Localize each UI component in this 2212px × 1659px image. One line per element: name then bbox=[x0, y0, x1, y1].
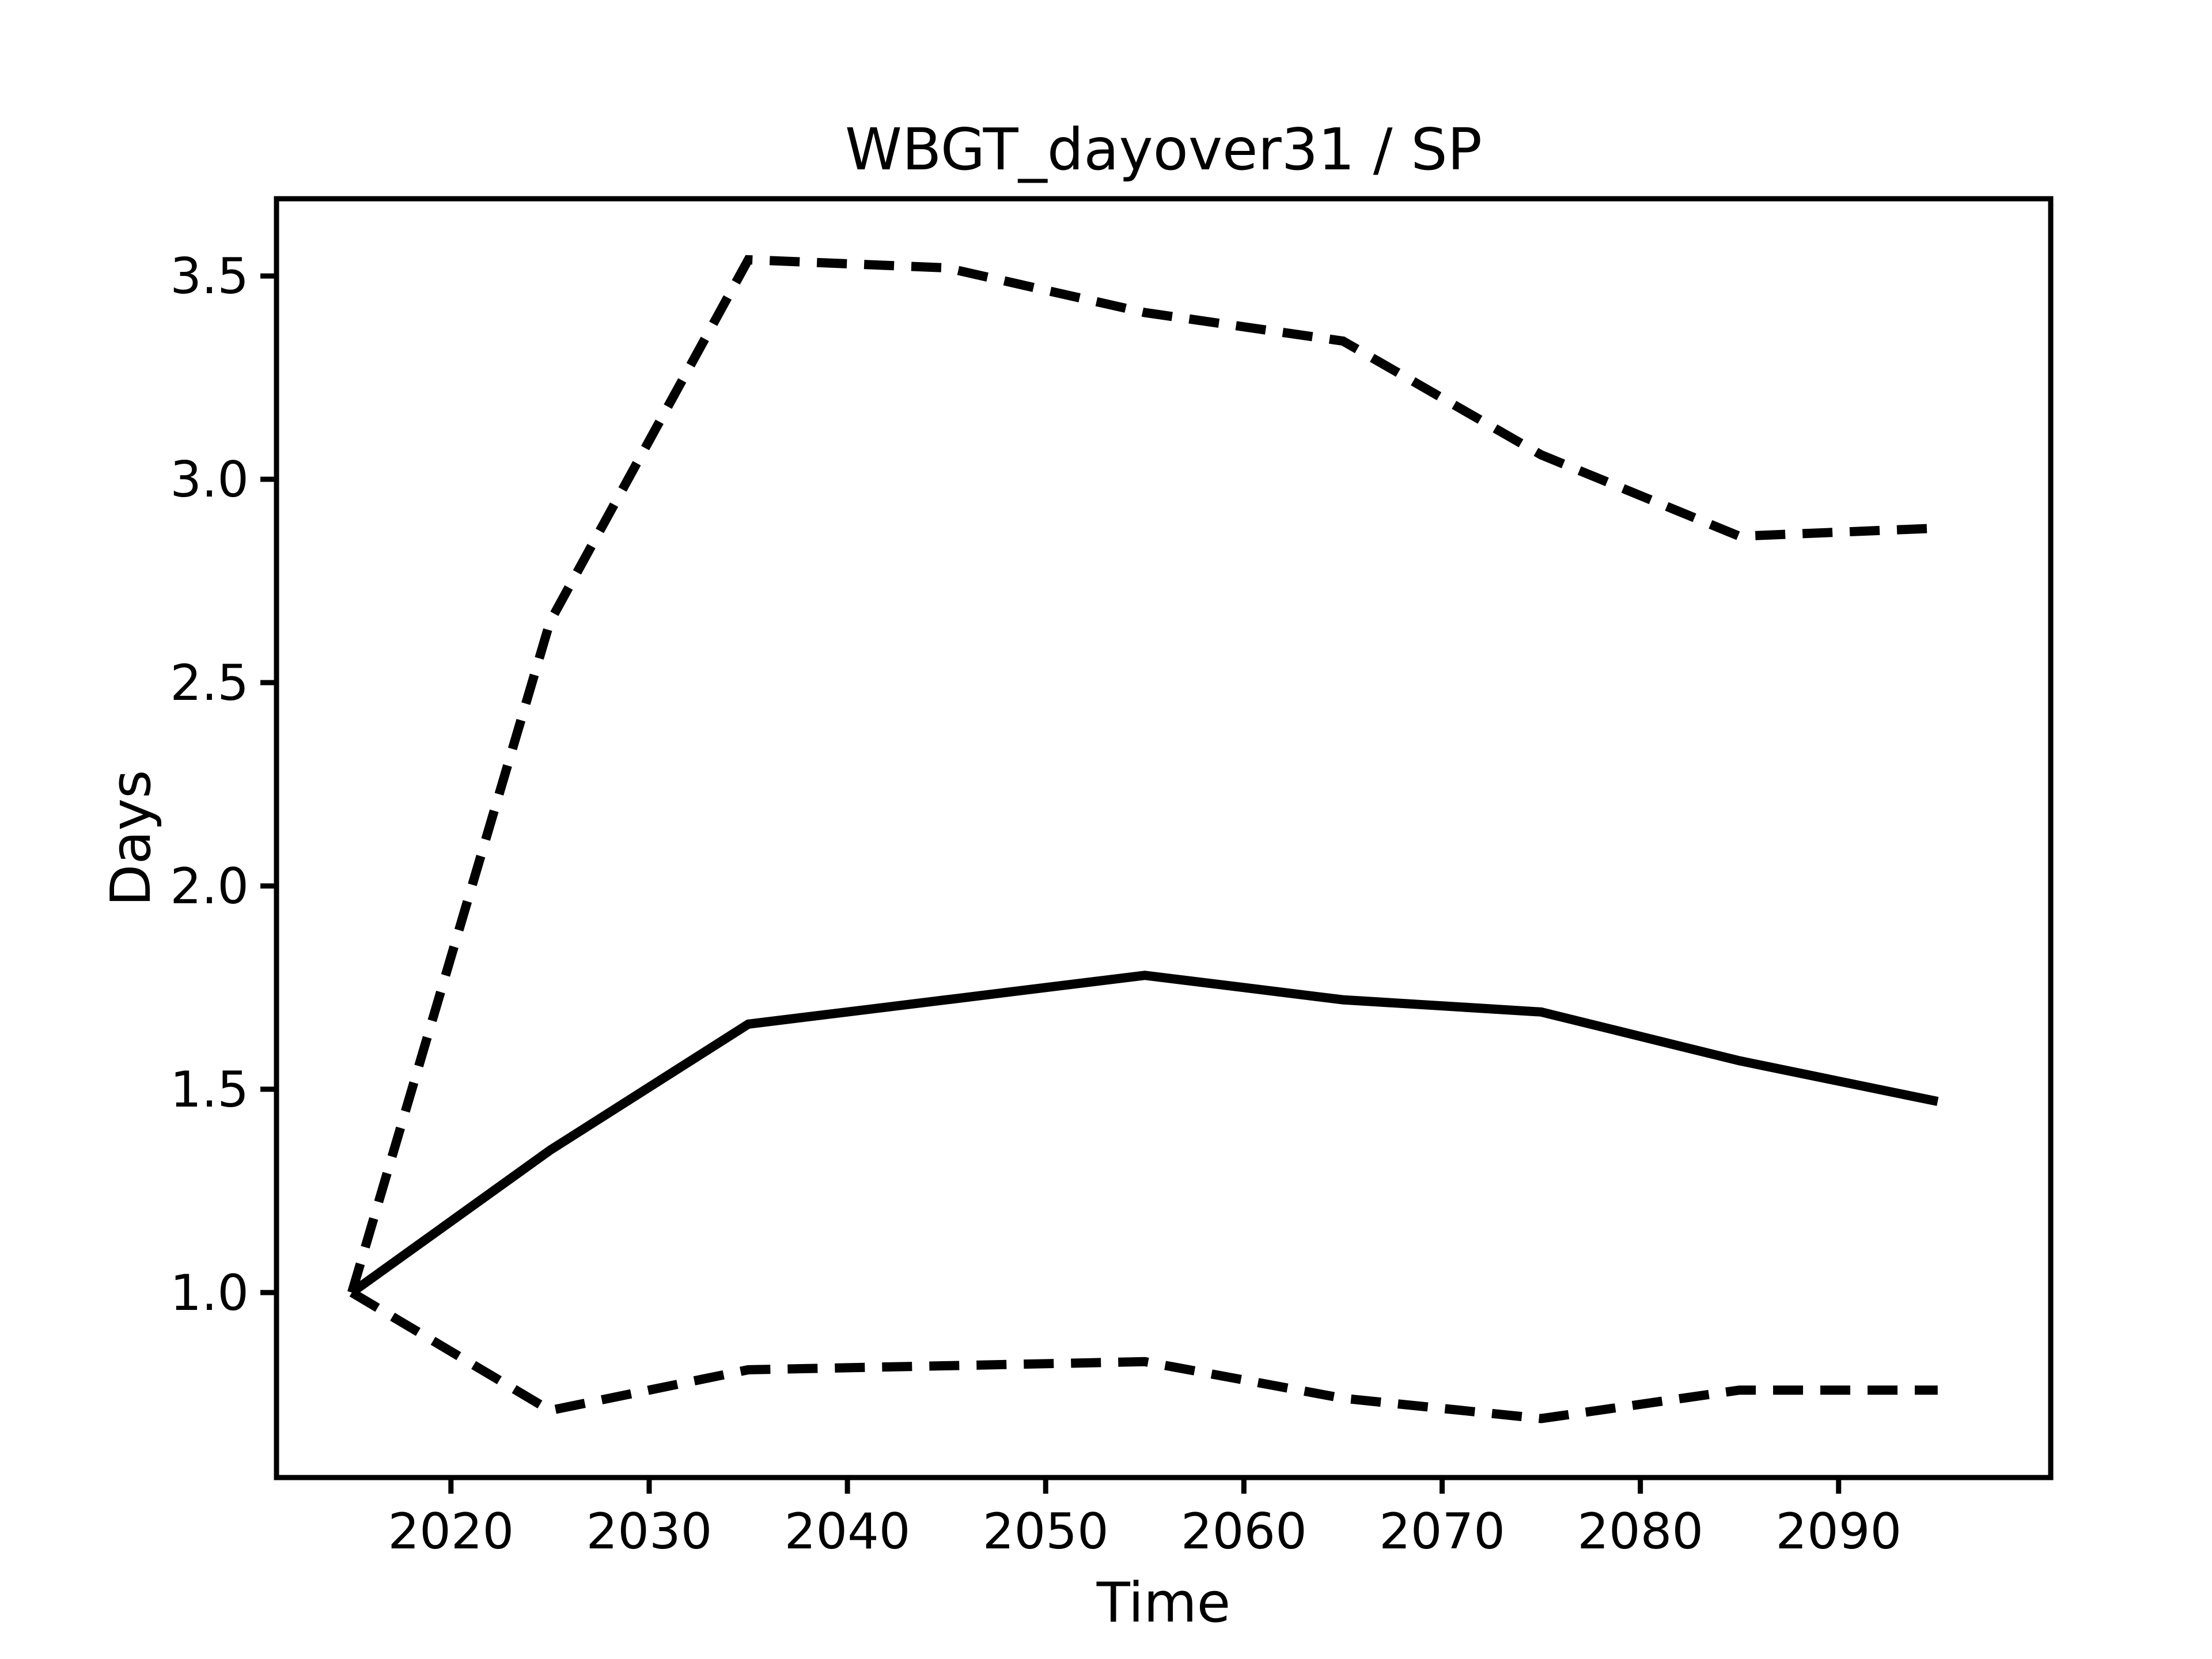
y-tick-label: 1.5 bbox=[170, 1061, 249, 1119]
y-tick-label: 2.5 bbox=[170, 654, 249, 712]
x-tick-label: 2090 bbox=[1775, 1503, 1902, 1560]
series-line-lower-bound-dashed bbox=[349, 1288, 1938, 1423]
x-tick-label: 2030 bbox=[586, 1503, 713, 1560]
x-tick-label: 2040 bbox=[785, 1503, 911, 1560]
x-tick-label: 2050 bbox=[983, 1503, 1109, 1560]
series-line-upper-bound-dashed bbox=[347, 255, 1938, 1294]
x-axis-label: Time bbox=[1096, 1571, 1231, 1635]
chart-title: WBGT_dayover31 / SP bbox=[845, 116, 1482, 183]
x-tick-label: 2060 bbox=[1181, 1503, 1307, 1560]
x-tick-label: 2070 bbox=[1379, 1503, 1505, 1560]
y-tick-label: 1.0 bbox=[170, 1264, 249, 1322]
y-tick-label: 3.5 bbox=[170, 248, 249, 305]
y-tick-label: 2.0 bbox=[170, 858, 249, 915]
x-tick-label: 2020 bbox=[388, 1503, 514, 1560]
series-line-median-solid bbox=[349, 971, 1939, 1297]
x-tick-label: 2080 bbox=[1577, 1503, 1703, 1560]
axes-spines bbox=[274, 196, 2054, 1480]
y-axis-label: Days bbox=[100, 770, 163, 907]
y-tick-label: 3.0 bbox=[170, 451, 249, 509]
